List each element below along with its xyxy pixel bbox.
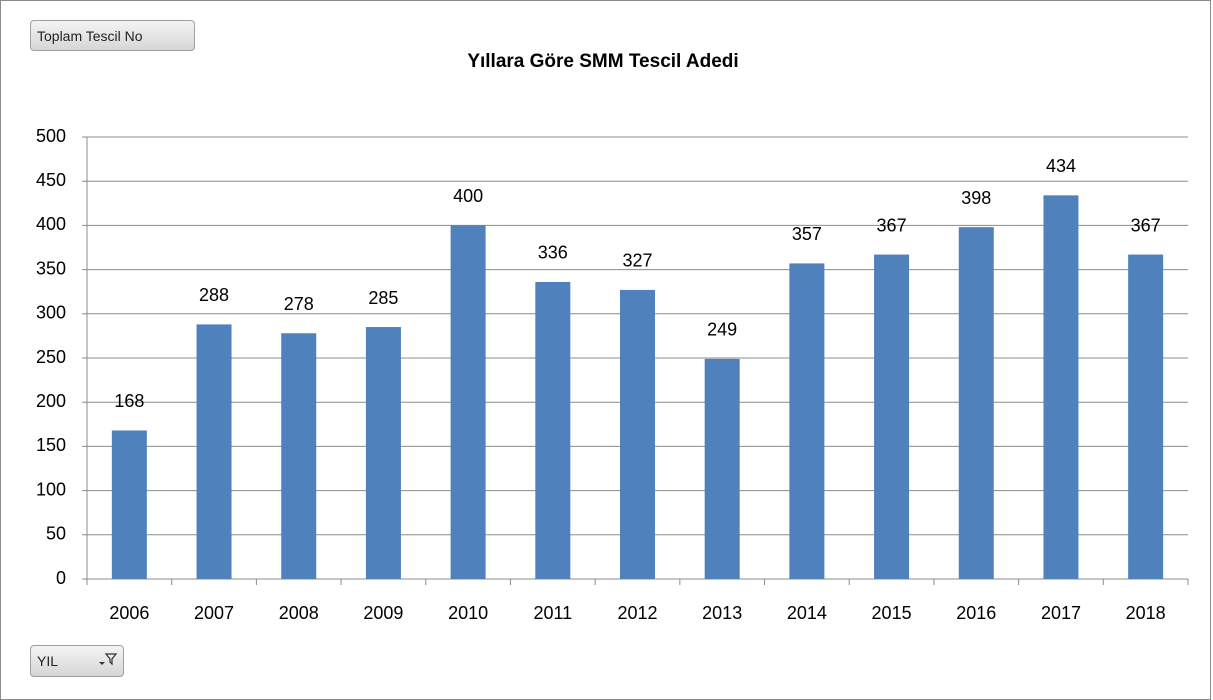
bar [958, 227, 994, 579]
bar [196, 324, 232, 579]
bar [704, 358, 740, 579]
y-tick-label: 150 [36, 435, 66, 455]
data-label: 327 [622, 251, 652, 271]
axis-field-label: YIL [37, 653, 59, 669]
data-label: 288 [199, 285, 229, 305]
x-tick-label: 2007 [194, 603, 234, 623]
data-label: 278 [284, 294, 314, 314]
x-tick-label: 2008 [279, 603, 319, 623]
bar [450, 225, 486, 579]
bar [365, 327, 401, 579]
bar [1043, 195, 1079, 579]
value-field-button[interactable]: Toplam Tescil No [30, 20, 195, 51]
bar [620, 289, 655, 579]
x-tick-label: 2006 [109, 603, 149, 623]
bar [535, 281, 571, 579]
data-label: 285 [368, 288, 398, 308]
x-tick-label: 2015 [872, 603, 912, 623]
bar [874, 254, 910, 579]
y-tick-label: 500 [36, 126, 66, 146]
x-tick-label: 2014 [787, 603, 827, 623]
axis-field-button[interactable]: YIL [30, 645, 124, 677]
y-tick-label: 400 [36, 214, 66, 234]
data-label: 434 [1046, 156, 1076, 176]
data-label: 357 [792, 224, 822, 244]
x-tick-label: 2010 [448, 603, 488, 623]
y-tick-label: 450 [36, 170, 66, 190]
y-tick-label: 200 [36, 391, 66, 411]
bar [281, 333, 317, 579]
data-label: 249 [707, 320, 737, 340]
x-tick-label: 2011 [533, 603, 572, 623]
chart-title: Yıllara Göre SMM Tescil Adedi [467, 51, 738, 72]
y-tick-label: 300 [36, 303, 66, 323]
data-label: 367 [877, 215, 907, 235]
x-tick-label: 2018 [1126, 603, 1166, 623]
x-tick-label: 2009 [363, 603, 403, 623]
y-tick-label: 350 [36, 258, 66, 278]
data-label: 168 [114, 391, 144, 411]
y-tick-label: 250 [36, 347, 66, 367]
x-tick-label: 2013 [702, 603, 742, 623]
x-tick-label: 2016 [956, 603, 996, 623]
y-tick-label: 100 [36, 479, 66, 499]
data-label: 398 [961, 188, 991, 208]
x-tick-label: 2012 [617, 603, 657, 623]
bar [1128, 254, 1164, 579]
y-tick-label: 0 [56, 568, 66, 588]
bar [111, 430, 147, 579]
y-tick-label: 50 [46, 524, 66, 544]
filter-icon [99, 653, 118, 666]
data-label: 336 [538, 243, 568, 263]
data-label: 400 [453, 186, 483, 206]
x-tick-label: 2017 [1041, 603, 1081, 623]
data-label: 367 [1131, 215, 1161, 235]
bar [789, 263, 825, 579]
